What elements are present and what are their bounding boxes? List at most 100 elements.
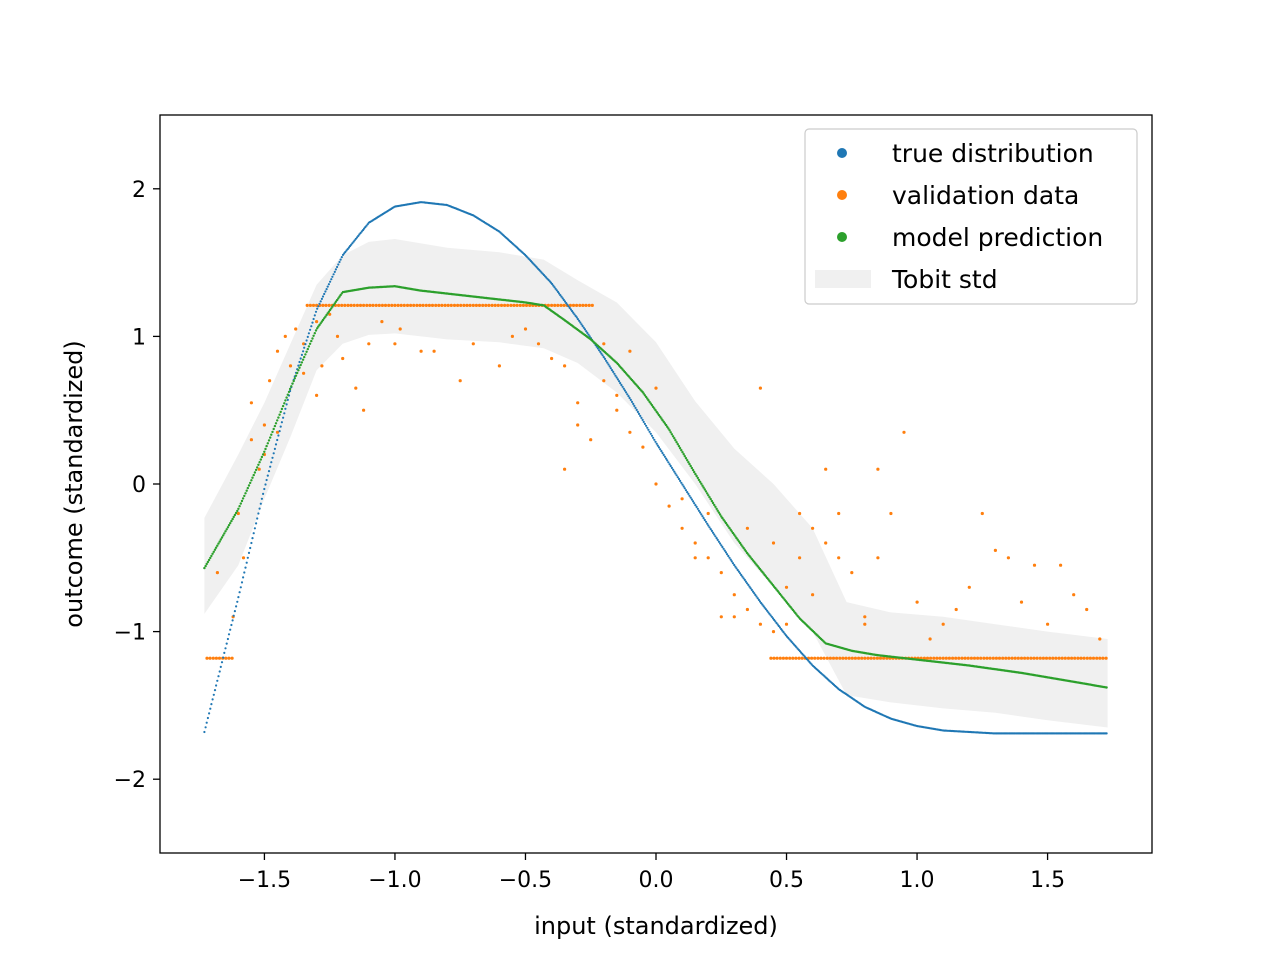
validation-point [1019,600,1024,604]
true-distribution-point [229,628,232,631]
true-distribution-point [365,224,368,227]
validation-point-lower [963,656,967,660]
true-distribution-point [777,624,780,628]
validation-point [241,556,246,560]
true-distribution-point [709,528,712,531]
x-tick-label: −1.5 [238,868,291,893]
validation-point [471,342,475,346]
true-distribution-point [660,450,663,453]
validation-point [967,585,971,589]
validation-point [928,637,932,641]
validation-point [510,334,514,338]
validation-point-lower [960,656,964,660]
validation-point-upper [362,303,366,307]
validation-point-lower [979,656,983,660]
validation-point [811,526,815,530]
true-distribution-point [629,398,632,401]
true-distribution-point [616,378,620,381]
validation-point-lower [1095,656,1099,660]
model-prediction-point [290,385,293,388]
validation-point-upper [412,303,416,307]
validation-point-upper [405,303,410,307]
model-prediction-point [247,484,251,487]
validation-point [393,342,397,346]
model-prediction-point [265,444,268,448]
true-distribution-point [258,507,261,510]
validation-point [288,364,293,368]
validation-point [719,571,723,575]
validation-point-lower [819,656,823,660]
true-distribution-point [626,393,629,396]
validation-point [315,320,319,324]
true-distribution-point [562,298,565,301]
validation-point [954,607,958,612]
validation-point [328,312,332,316]
true-distribution-point [575,316,578,319]
true-distribution-point [661,451,664,455]
true-distribution-point [642,420,645,423]
true-distribution-point [340,256,343,259]
validation-point [771,630,776,634]
model-prediction-point [267,439,271,442]
validation-point [993,548,998,553]
validation-point [628,349,632,353]
validation-point-lower [844,656,848,660]
validation-point-lower [1073,656,1077,660]
validation-point [837,556,841,560]
true-distribution-point [587,333,590,336]
validation-point-lower [941,656,945,660]
model-prediction-point [303,355,306,359]
validation-point [1046,622,1050,626]
true-distribution-point [572,311,575,314]
validation-point-upper [399,303,403,307]
plot-area [203,201,1108,735]
validation-point-upper [487,303,491,307]
validation-point-lower [214,656,218,660]
model-prediction-point [716,509,719,512]
true-distribution-point [630,400,634,403]
true-distribution-point [237,596,240,599]
true-distribution-point [770,615,773,618]
true-distribution-point [284,407,287,410]
true-distribution-point [778,626,782,629]
true-distribution-point [233,610,236,613]
model-prediction-point [232,515,235,519]
validation-point-upper [490,303,494,307]
true-distribution-point [688,494,691,497]
true-distribution-point [568,306,571,309]
validation-point [784,622,789,626]
true-distribution-point [324,290,327,293]
true-distribution-point [300,353,303,356]
true-distribution-point [773,618,776,622]
validation-point-lower [825,656,829,660]
true-distribution-point [222,656,225,659]
true-distribution-point [316,307,319,310]
true-distribution-point [750,588,753,592]
validation-point [758,622,763,626]
validation-point [497,364,501,368]
true-distribution-point [299,357,302,360]
true-distribution-point [633,404,636,407]
validation-point-upper [587,303,591,307]
axes: −1.5 −1.0 −0.5 0.0 0.5 1.0 1.5 −2 −1 0 1 2 [114,178,1066,893]
model-prediction-point [656,412,659,415]
model-prediction-point [256,466,259,469]
true-distribution-point [282,416,285,419]
model-prediction-point [728,526,731,530]
validation-point [811,593,815,597]
model-prediction-point [335,298,339,302]
true-distribution-point [625,391,628,394]
validation-point [236,511,240,516]
validation-point-lower [1010,656,1014,660]
validation-point-lower [217,656,222,660]
true-distribution-point [627,395,630,398]
true-distribution-point [639,414,642,417]
model-prediction-point [676,443,679,446]
true-distribution-point [330,278,333,281]
validation-point-upper [383,303,388,307]
validation-point-upper [571,303,576,307]
true-distribution-point [215,684,218,687]
true-distribution-point [686,491,689,494]
validation-point-lower [1038,656,1042,660]
model-prediction-point [207,558,211,562]
